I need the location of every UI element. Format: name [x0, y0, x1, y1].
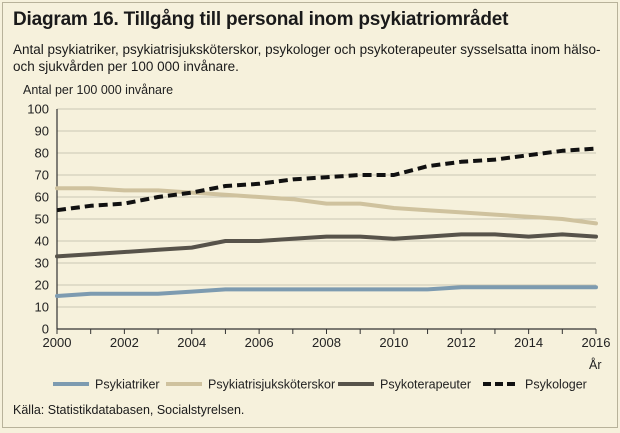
y-tick-label: 90 — [35, 124, 49, 139]
series-line-4 — [56, 146, 597, 213]
x-tick-label: 2002 — [110, 335, 139, 350]
legend-label-4: Psykologer — [525, 378, 587, 392]
x-tick-label: 2010 — [379, 335, 408, 350]
y-tick-label: 0 — [42, 322, 49, 337]
y-tick-label: 50 — [35, 212, 49, 227]
chart-subtitle: Antal psykiatriker, psykiatrisjuksköters… — [13, 42, 601, 74]
y-tick-label: 60 — [35, 190, 49, 205]
x-tick-label: 2008 — [312, 335, 341, 350]
x-tick-label: 2012 — [447, 335, 476, 350]
y-tick-label: 30 — [35, 256, 49, 271]
legend-label-1: Psykiatriker — [95, 378, 160, 392]
x-tick-label: 2014 — [514, 335, 543, 350]
y-tick-label: 70 — [35, 168, 49, 183]
series-line-3 — [55, 232, 598, 259]
y-tick-label: 10 — [35, 300, 49, 315]
gridlines — [56, 108, 597, 334]
x-axis-label: År — [589, 357, 602, 372]
chart-title: Diagram 16. Tillgång till personal inom … — [13, 9, 509, 30]
legend-label-3: Psykoterapeuter — [380, 378, 471, 392]
x-tick-label: 2006 — [245, 335, 274, 350]
y-axis-label: Antal per 100 000 invånare — [23, 83, 173, 97]
series-lines — [55, 146, 598, 298]
chart-frame: Diagram 16. Tillgång till personal inom … — [2, 2, 618, 428]
x-tick-label: 2016 — [582, 335, 611, 350]
y-tick-label: 80 — [35, 146, 49, 161]
y-tick-label: 20 — [35, 278, 49, 293]
x-tick-label: 2000 — [43, 335, 72, 350]
y-tick-label: 100 — [27, 102, 49, 117]
series-line-2 — [55, 186, 598, 226]
x-tick-labels: 2000 2002 2004 2006 2008 2010 2012 2014 2016 — [43, 335, 611, 350]
x-tick-label: 2004 — [177, 335, 206, 350]
legend: Psykiatriker Psykiatrisjuksköterskor Psyko… — [53, 378, 587, 392]
line-chart: Antal per 100 000 invånare 0 10 20 30 40 50 60… — [23, 83, 611, 392]
source-note: Källa: Statistikdatabasen, Socialstyrels… — [13, 403, 245, 417]
y-tick-label: 40 — [35, 234, 49, 249]
y-tick-labels: 0 10 20 30 40 50 60 70 80 90 100 — [27, 102, 49, 337]
series-line-1 — [55, 285, 598, 298]
legend-label-2: Psykiatrisjuksköterskor — [208, 378, 335, 392]
